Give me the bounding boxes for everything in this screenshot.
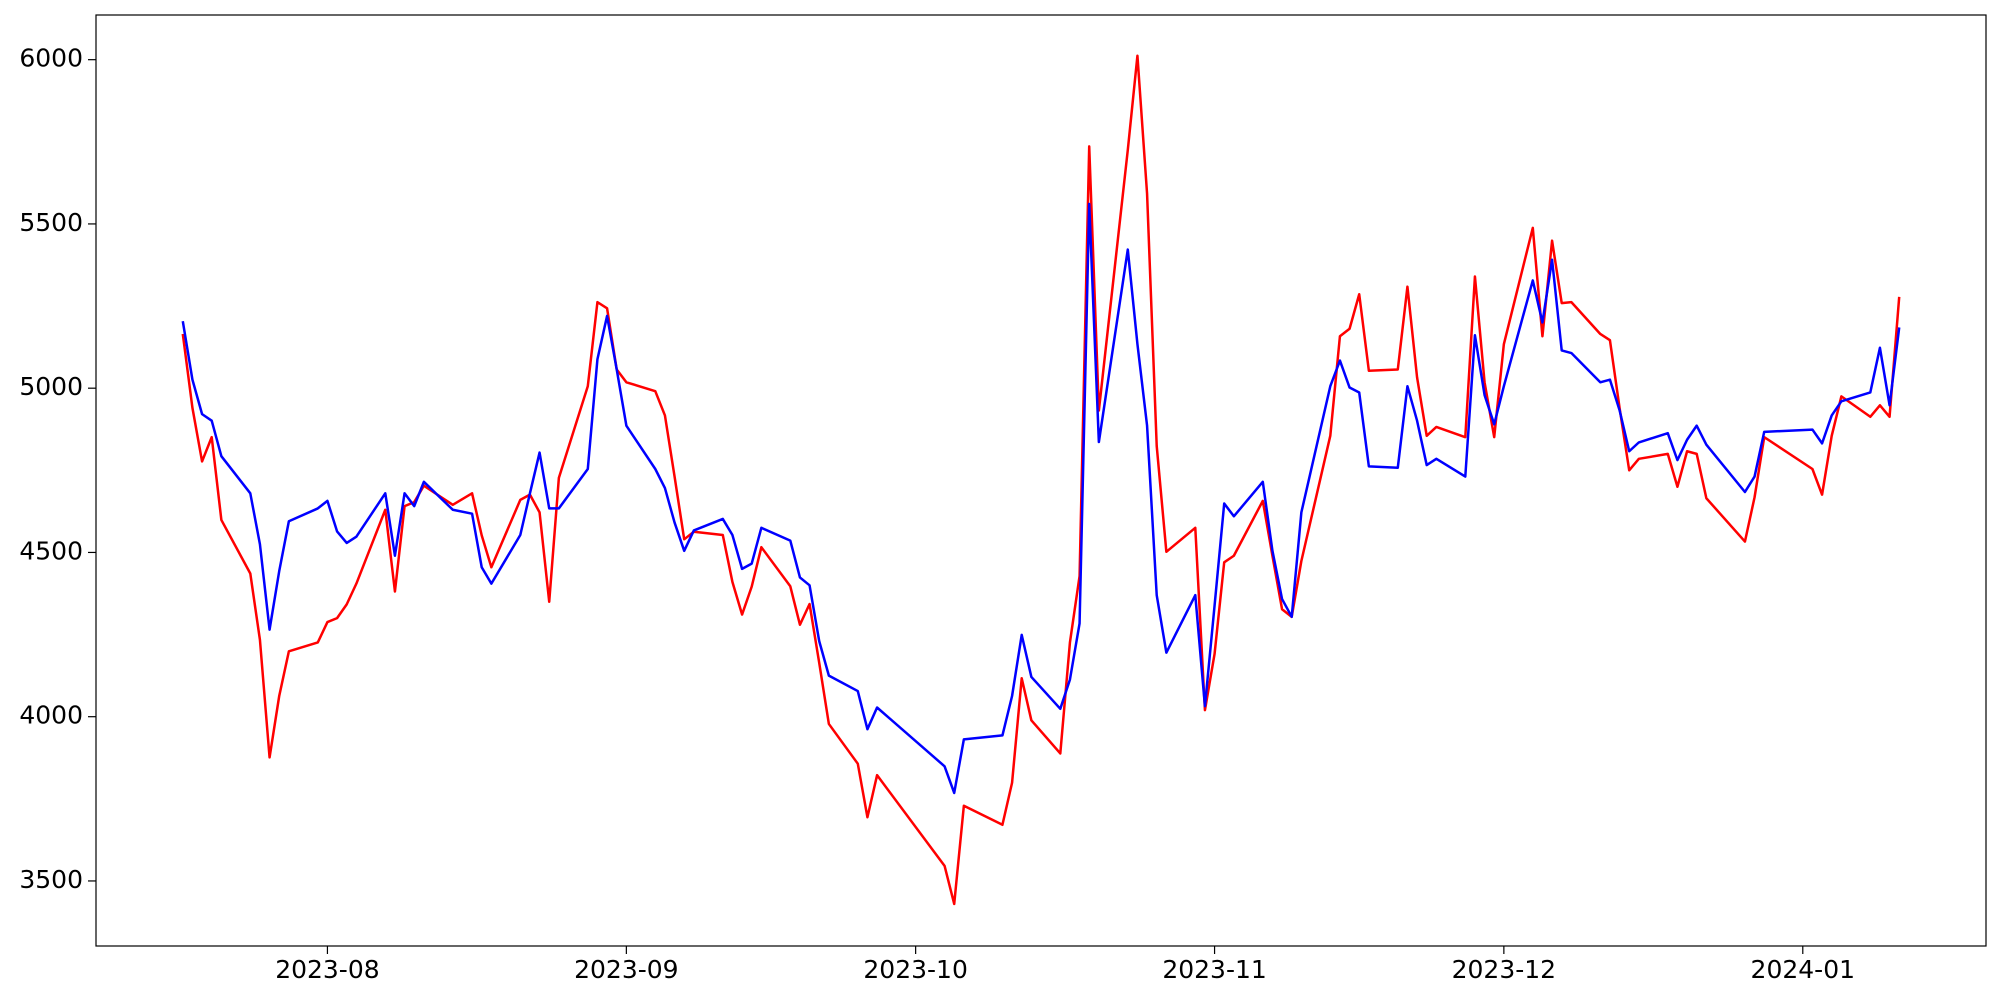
y-tick-label: 6000 [19,44,83,73]
y-tick-label: 3500 [19,865,83,894]
x-tick-label: 2023-09 [574,955,678,984]
x-tick-label: 2023-10 [863,955,967,984]
series-line [181,202,1901,795]
y-tick-label: 4500 [19,536,83,565]
x-tick-label: 2024-01 [1751,955,1855,984]
x-tick-label: 2023-11 [1162,955,1266,984]
x-tick-label: 2023-12 [1452,955,1556,984]
series-line [181,54,1901,906]
y-tick-label: 5000 [19,372,83,401]
y-tick-label: 5500 [19,208,83,237]
y-tick-label: 4000 [19,701,83,730]
plot-frame [95,14,1987,947]
x-tick-label: 2023-08 [275,955,379,984]
